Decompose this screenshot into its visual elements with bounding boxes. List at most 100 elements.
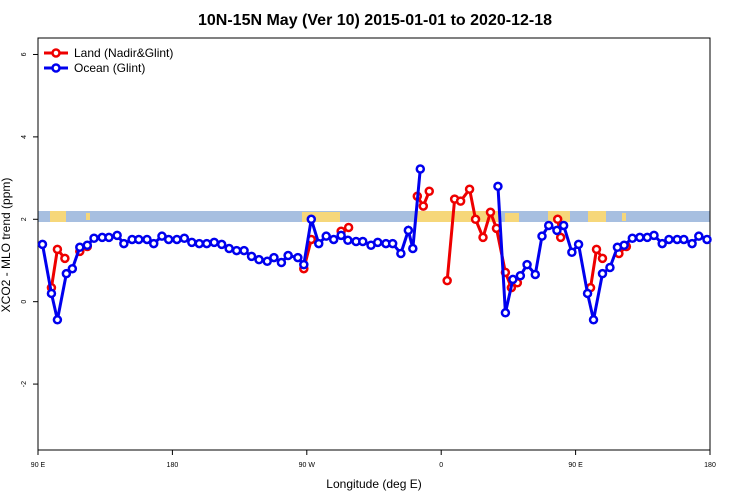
data-point [588,315,599,325]
legend-marker [51,63,61,73]
data-point [530,269,541,280]
data-point [567,247,577,257]
data-point [464,184,475,194]
data-point [387,238,398,249]
data-point [418,201,429,211]
data-point [508,274,518,285]
legend-marker [51,48,61,58]
data-point [52,244,63,255]
data-point [537,231,547,241]
data-point [216,239,227,250]
y-tick-label: 2 [21,217,28,221]
data-point [61,268,72,279]
data-point [269,252,279,263]
data-point [372,237,383,248]
data-point [67,263,78,274]
data-point [187,237,197,248]
data-point [336,230,346,241]
data-point [293,252,303,263]
data-point [694,231,704,241]
data-point [172,234,182,245]
data-point [442,275,452,286]
data-point [239,245,249,256]
y-tick-label: 0 [21,300,28,304]
x-tick-label: 90 E [568,462,583,469]
data-point [573,239,584,250]
data-point [403,225,414,236]
data-point [75,242,85,253]
data-point [134,234,144,245]
data-point [179,233,190,243]
data-point [328,234,339,245]
data-point [455,196,466,206]
data-point [664,234,674,245]
data-point [112,230,122,241]
data-point [597,253,608,264]
data-point [493,181,503,192]
y-axis-label: XCO2 - MLO trend (ppm) [0,178,13,313]
data-point [478,232,488,243]
data-point [201,238,212,249]
x-tick-label: 180 [167,462,179,469]
data-point [485,207,496,218]
data-point [555,232,566,243]
data-point [515,270,526,281]
data-point [262,256,272,267]
data-point [163,234,174,245]
data-point [522,259,532,270]
data-point [104,232,114,243]
data-point [148,238,159,249]
x-tick-label: 90 W [299,462,316,469]
x-tick-label: 180 [704,462,716,469]
data-point [209,237,219,248]
data-point [119,238,129,249]
data-point [276,257,287,268]
data-point [408,243,418,254]
data-point [142,234,152,245]
data-point [224,243,234,254]
data-point [635,232,645,243]
y-tick-label: -2 [21,381,28,387]
x-tick-label: 90 E [31,462,46,469]
data-point [627,233,638,243]
data-point [500,308,511,318]
data-point [343,222,354,233]
data-point [558,220,569,231]
data-point [552,225,562,236]
data-point [415,164,426,174]
data-point [543,220,554,231]
data-point [89,233,99,243]
data-point [52,315,63,325]
data-point [358,236,368,247]
data-point [582,288,593,299]
data-point [597,268,608,279]
x-tick-label: 0 [439,462,443,469]
data-point [46,288,57,299]
data-point [254,254,264,265]
data-point [470,214,481,225]
data-point [246,251,257,262]
x-axis-label: Longitude (deg E) [326,477,421,491]
y-tick-label: 4 [21,135,28,139]
legend-label: Land (Nadir&Glint) [74,46,173,60]
legend-label: Ocean (Glint) [74,61,145,75]
data-point [424,186,435,197]
data-point [313,238,324,249]
data-point [679,234,689,245]
data-point [82,240,93,250]
data-point [194,238,205,249]
data-point [306,214,317,225]
data-point [591,244,602,255]
data-point [605,262,615,273]
data-point [396,248,406,259]
y-tick-label: 6 [21,52,28,56]
data-point [343,235,353,246]
data-point [619,240,629,250]
data-point [299,259,309,270]
data-point [687,238,697,249]
data-point [649,230,659,241]
data-point [283,250,293,261]
data-point [321,231,331,241]
data-point [702,234,712,245]
